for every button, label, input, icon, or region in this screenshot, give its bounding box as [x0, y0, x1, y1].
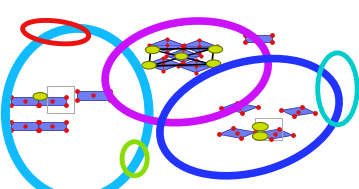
Polygon shape [178, 60, 213, 73]
Polygon shape [219, 128, 255, 138]
Circle shape [252, 132, 268, 140]
Polygon shape [281, 107, 314, 116]
Polygon shape [149, 39, 185, 52]
Circle shape [208, 46, 223, 53]
Bar [47, 86, 74, 113]
Polygon shape [11, 97, 39, 105]
Polygon shape [165, 49, 201, 62]
Polygon shape [38, 122, 66, 129]
Polygon shape [77, 91, 110, 100]
Polygon shape [38, 97, 66, 105]
Circle shape [175, 53, 188, 60]
Polygon shape [11, 122, 39, 129]
Polygon shape [256, 129, 293, 139]
Polygon shape [245, 35, 272, 42]
Polygon shape [221, 103, 258, 113]
Polygon shape [146, 58, 181, 71]
Polygon shape [182, 40, 217, 53]
Circle shape [206, 60, 221, 67]
Bar [255, 118, 282, 140]
Circle shape [252, 122, 268, 131]
Circle shape [145, 46, 160, 53]
Circle shape [33, 93, 47, 100]
Circle shape [142, 61, 156, 69]
